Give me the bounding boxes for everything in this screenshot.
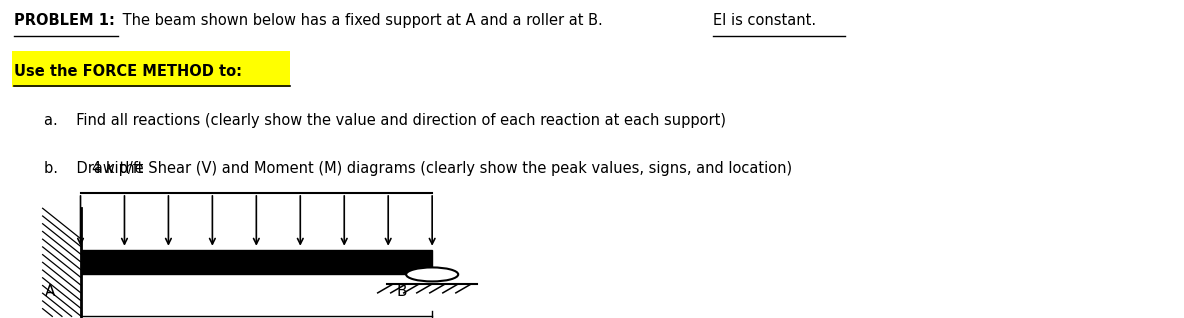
Text: a.    Find all reactions (clearly show the value and direction of each reaction : a. Find all reactions (clearly show the … <box>44 113 726 128</box>
Bar <box>43 208 81 316</box>
Text: A: A <box>45 284 54 299</box>
Bar <box>81 250 432 274</box>
Text: The beam shown below has a fixed support at A and a roller at B.: The beam shown below has a fixed support… <box>118 13 607 28</box>
Text: PROBLEM 1:: PROBLEM 1: <box>14 13 115 28</box>
Text: b.    Draw the Shear (V) and Moment (M) diagrams (clearly show the peak values, : b. Draw the Shear (V) and Moment (M) dia… <box>44 161 792 176</box>
Text: Use the FORCE METHOD to:: Use the FORCE METHOD to: <box>14 64 243 79</box>
Text: EI is constant.: EI is constant. <box>713 13 816 28</box>
Circle shape <box>406 267 458 281</box>
FancyBboxPatch shape <box>12 51 290 87</box>
Text: 4 kip/ft: 4 kip/ft <box>92 161 143 176</box>
Text: B: B <box>397 284 406 299</box>
